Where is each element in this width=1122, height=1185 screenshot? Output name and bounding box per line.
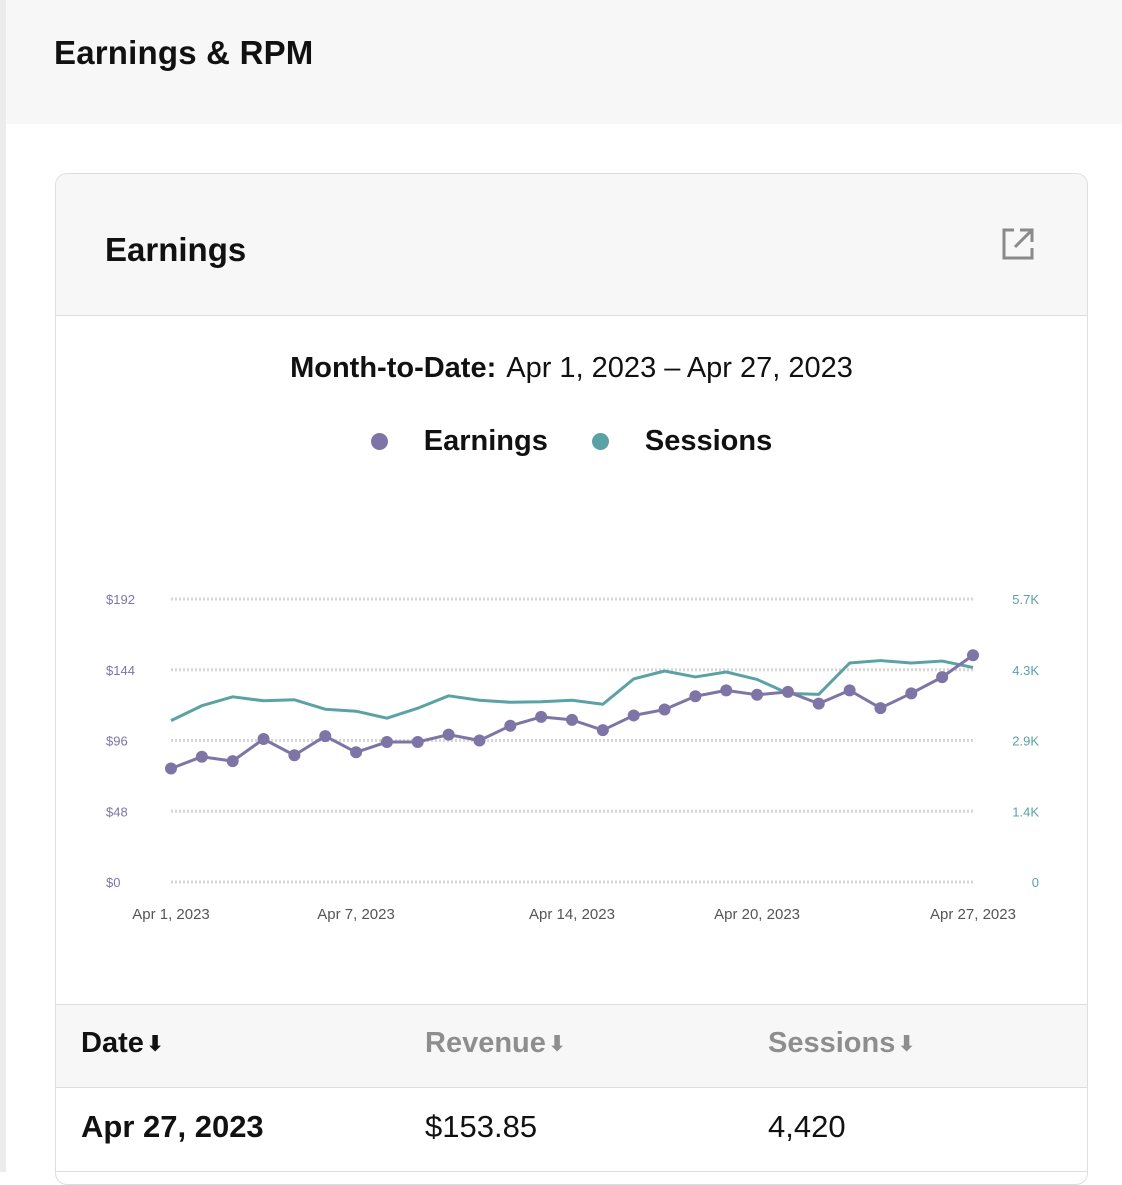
x-tick-label: Apr 7, 2023 — [317, 906, 395, 923]
y-left-tick-label: $48 — [106, 804, 128, 819]
y-left-tick-label: $0 — [106, 875, 120, 890]
column-header-date[interactable]: Date ⬇ — [81, 1027, 164, 1060]
x-tick-label: Apr 1, 2023 — [132, 906, 210, 923]
column-header-sessions[interactable]: Sessions ⬇ — [768, 1027, 916, 1060]
legend-label-sessions: Sessions — [644, 425, 773, 457]
earnings-point — [905, 687, 918, 700]
earnings-point — [967, 649, 979, 662]
earnings-point — [535, 710, 548, 723]
earnings-point — [504, 719, 517, 732]
earnings-point — [380, 735, 393, 748]
table-header: Date ⬇ Revenue ⬇ Sessions ⬇ — [56, 1004, 1087, 1088]
cell-date: Apr 27, 2023 — [81, 1109, 264, 1144]
y-right-tick-label: 4.3K — [1012, 663, 1039, 678]
earnings-point — [751, 688, 764, 701]
y-right-tick-label: 1.4K — [1012, 804, 1039, 819]
earnings-point — [658, 703, 671, 716]
chart-legend: Earnings Sessions — [56, 425, 1087, 458]
earnings-point — [411, 735, 424, 748]
sort-arrow-icon: ⬇ — [547, 1030, 567, 1056]
table-row[interactable]: Apr 27, 2023 $153.85 4,420 — [56, 1087, 1087, 1172]
card-header: Earnings — [56, 174, 1087, 316]
card-title: Earnings — [105, 231, 247, 268]
earnings-point — [627, 709, 640, 722]
date-range-value: Apr 1, 2023 – Apr 27, 2023 — [506, 352, 853, 384]
y-right-tick-label: 0 — [1032, 875, 1039, 890]
y-left-tick-label: $96 — [106, 734, 128, 749]
cell-revenue: $153.85 — [425, 1109, 538, 1144]
earnings-point — [566, 713, 578, 726]
left-rail — [0, 0, 6, 1172]
earnings-point — [350, 746, 363, 759]
external-link-icon[interactable] — [1000, 226, 1036, 262]
legend-item-earnings[interactable]: Earnings — [370, 425, 548, 458]
earnings-point — [288, 749, 301, 762]
legend-dot-sessions — [591, 433, 609, 450]
earnings-point — [720, 684, 733, 697]
earnings-point — [257, 733, 270, 746]
x-tick-label: Apr 20, 2023 — [714, 906, 800, 923]
earnings-point — [596, 724, 609, 737]
earnings-point — [843, 684, 856, 697]
cell-sessions: 4,420 — [768, 1109, 846, 1144]
legend-dot-earnings — [370, 433, 388, 450]
y-left-tick-label: $192 — [106, 592, 135, 607]
earnings-sessions-chart: $0 0 $48 1.4K $96 2.9K $144 4.3K $192 5.7K Apr 1, … — [106, 592, 1039, 923]
column-header-date-label: Date — [81, 1027, 144, 1059]
earnings-point — [473, 734, 486, 747]
column-header-revenue[interactable]: Revenue ⬇ — [425, 1027, 566, 1060]
y-right-tick-label: 5.7K — [1012, 592, 1039, 607]
earnings-point — [195, 750, 208, 763]
x-tick-label: Apr 27, 2023 — [930, 906, 1016, 923]
sort-arrow-icon: ⬇ — [145, 1030, 165, 1056]
column-header-revenue-label: Revenue — [425, 1027, 546, 1059]
earnings-point — [812, 697, 825, 710]
earnings-point — [781, 685, 794, 698]
legend-label-earnings: Earnings — [423, 425, 548, 457]
earnings-point — [689, 690, 702, 703]
legend-item-sessions[interactable]: Sessions — [591, 425, 773, 458]
column-header-sessions-label: Sessions — [768, 1027, 896, 1059]
earnings-point — [319, 730, 332, 743]
earnings-point — [442, 728, 455, 741]
earnings-point — [165, 762, 177, 775]
sort-arrow-icon: ⬇ — [897, 1030, 916, 1056]
earnings-card: Earnings Month-to-Date: Apr 1, 2023 – Apr… — [55, 173, 1088, 1185]
date-range: Month-to-Date: Apr 1, 2023 – Apr 27, 2023 — [56, 352, 1087, 385]
page-header: Earnings & RPM — [6, 0, 1122, 124]
earnings-point — [936, 671, 949, 684]
sessions-series-line — [170, 659, 974, 722]
x-tick-label: Apr 14, 2023 — [529, 906, 615, 923]
date-range-label: Month-to-Date: — [290, 352, 497, 384]
page-title: Earnings & RPM — [54, 34, 314, 71]
earnings-point — [874, 702, 887, 715]
y-right-tick-label: 2.9K — [1012, 734, 1039, 749]
y-left-tick-label: $144 — [106, 663, 135, 678]
earnings-point — [226, 755, 239, 768]
